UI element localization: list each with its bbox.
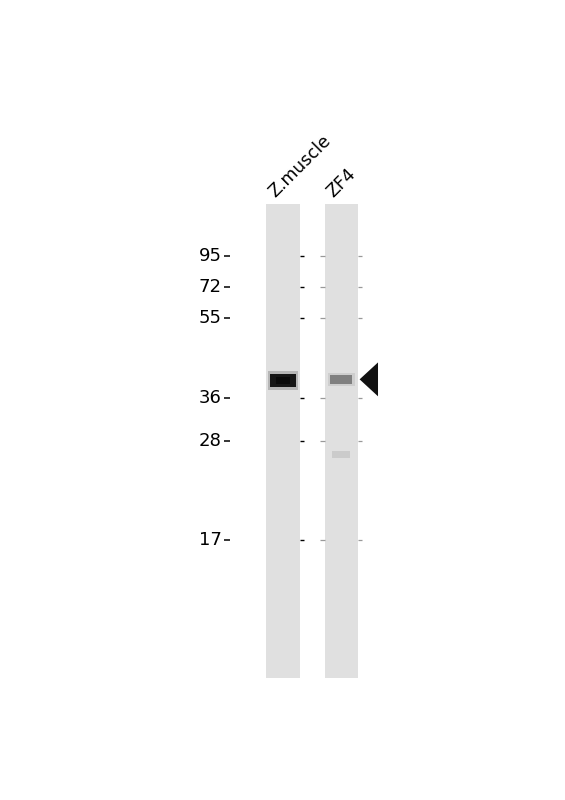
Text: ZF4: ZF4 bbox=[324, 165, 359, 201]
Bar bbox=[270, 374, 296, 387]
Bar bbox=[324, 204, 358, 678]
Polygon shape bbox=[359, 362, 378, 396]
Bar bbox=[331, 375, 352, 384]
Bar bbox=[276, 378, 290, 384]
Text: 55: 55 bbox=[199, 309, 221, 326]
Bar bbox=[328, 373, 355, 386]
Text: 36: 36 bbox=[199, 389, 221, 407]
Text: 95: 95 bbox=[199, 247, 221, 265]
Text: 17: 17 bbox=[199, 530, 221, 549]
Bar bbox=[268, 371, 298, 390]
Bar bbox=[332, 451, 350, 458]
Text: Z.muscle: Z.muscle bbox=[266, 131, 334, 201]
Text: 72: 72 bbox=[199, 278, 221, 296]
Bar bbox=[266, 204, 299, 678]
Text: 28: 28 bbox=[199, 432, 221, 450]
